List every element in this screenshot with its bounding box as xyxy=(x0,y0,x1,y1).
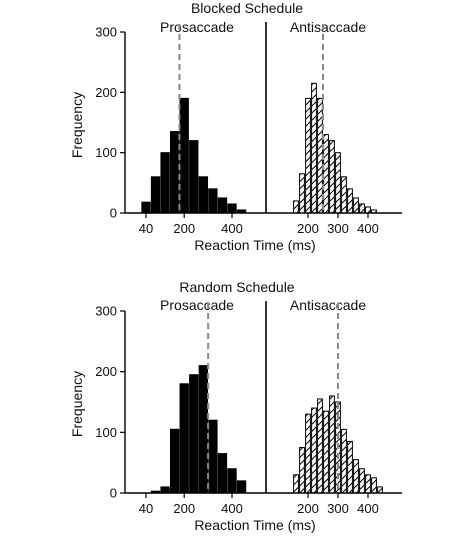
x-tick-label: 400 xyxy=(357,221,379,236)
y-tick-label: 100 xyxy=(95,425,117,440)
axes: 40 200 400 200 300 400 0 100 200 300 xyxy=(95,301,402,516)
prosaccade-label: Prosaccade xyxy=(160,297,234,313)
prosaccade-bar xyxy=(150,176,161,214)
antisaccade-bar xyxy=(311,82,317,214)
prosaccade-bar xyxy=(141,201,151,214)
antisaccade-bar xyxy=(323,134,329,214)
antisaccade-bar xyxy=(335,152,341,214)
prosaccade-bar xyxy=(198,176,209,214)
antisaccade-bar xyxy=(317,398,323,494)
x-tick-label: 400 xyxy=(221,501,243,516)
y-tick-label: 200 xyxy=(95,364,117,379)
antisaccade-bar xyxy=(311,407,317,494)
prosaccade-bar xyxy=(160,152,170,214)
panel-title: Blocked Schedule xyxy=(191,0,303,16)
antisaccade-label: Antisaccade xyxy=(290,297,366,313)
x-tick-label: 40 xyxy=(139,221,153,236)
antisaccade-bar xyxy=(293,200,299,214)
antisaccade-bar xyxy=(317,97,323,214)
y-axis-title: Frequency xyxy=(69,371,85,437)
antisaccade-bar xyxy=(329,395,335,494)
prosaccade-bar xyxy=(227,468,237,494)
y-tick-label: 200 xyxy=(95,85,117,100)
prosaccade-bar xyxy=(160,486,170,494)
x-tick-label: 200 xyxy=(173,221,195,236)
prosaccade-bar xyxy=(198,365,209,494)
prosaccade-bar xyxy=(227,203,237,214)
y-axis-title: Frequency xyxy=(69,92,85,158)
prosaccade-bar xyxy=(179,97,189,214)
prosaccade-bar xyxy=(189,140,199,214)
antisaccade-label: Antisaccade xyxy=(290,19,366,35)
panel-title: Random Schedule xyxy=(179,279,294,295)
antisaccade-bar xyxy=(305,413,311,494)
x-tick-label: 200 xyxy=(297,221,319,236)
x-tick-label: 300 xyxy=(327,501,349,516)
x-tick-label: 400 xyxy=(357,501,379,516)
y-tick-label: 300 xyxy=(95,25,117,40)
prosaccade-label: Prosaccade xyxy=(160,19,234,35)
antisaccade-bar xyxy=(353,459,359,494)
antisaccade-bar xyxy=(359,468,365,494)
antisaccade-bar xyxy=(353,197,359,214)
prosaccade-bar xyxy=(236,480,247,494)
antisaccade-bar xyxy=(347,188,353,214)
x-tick-label: 300 xyxy=(327,221,349,236)
x-tick-label: 200 xyxy=(297,501,319,516)
antisaccade-bar xyxy=(341,428,347,494)
x-tick-label: 40 xyxy=(139,501,153,516)
antisaccade-bar xyxy=(377,486,383,494)
antisaccade-bar xyxy=(347,440,353,494)
y-tick-label: 0 xyxy=(110,486,117,501)
antisaccade-bar xyxy=(299,447,305,494)
antisaccade-bar xyxy=(323,410,329,494)
prosaccade-bar xyxy=(217,197,228,214)
prosaccade-bar xyxy=(208,419,218,494)
x-tick-label: 400 xyxy=(221,221,243,236)
x-tick-label: 200 xyxy=(173,501,195,516)
blocked-schedule-panel: Blocked Schedule Prosaccade Antisaccade … xyxy=(69,0,402,253)
bar-marks xyxy=(141,24,377,214)
prosaccade-bar xyxy=(169,428,180,494)
antisaccade-bar xyxy=(293,474,299,494)
antisaccade-bar xyxy=(341,176,347,214)
prosaccade-bar xyxy=(208,188,218,214)
antisaccade-bar xyxy=(365,206,371,214)
x-axis-title: Reaction Time (ms) xyxy=(194,237,315,253)
antisaccade-bar xyxy=(299,173,305,214)
antisaccade-bar xyxy=(305,97,311,214)
random-schedule-panel: Random Schedule Prosaccade Antisaccade F… xyxy=(69,279,402,533)
antisaccade-bar xyxy=(365,474,371,494)
y-tick-label: 300 xyxy=(95,304,117,319)
bar-marks xyxy=(150,303,383,494)
x-axis-title: Reaction Time (ms) xyxy=(194,517,315,533)
prosaccade-bar xyxy=(189,374,199,494)
y-tick-label: 0 xyxy=(110,206,117,221)
prosaccade-bar xyxy=(169,131,180,214)
prosaccade-bar xyxy=(179,383,189,494)
antisaccade-bar xyxy=(371,477,377,494)
antisaccade-bar xyxy=(329,140,335,214)
prosaccade-bar xyxy=(217,453,228,494)
axes: 40 200 400 200 300 400 0 100 200 300 xyxy=(95,22,402,236)
y-tick-label: 100 xyxy=(95,145,117,160)
antisaccade-bar xyxy=(359,203,365,214)
